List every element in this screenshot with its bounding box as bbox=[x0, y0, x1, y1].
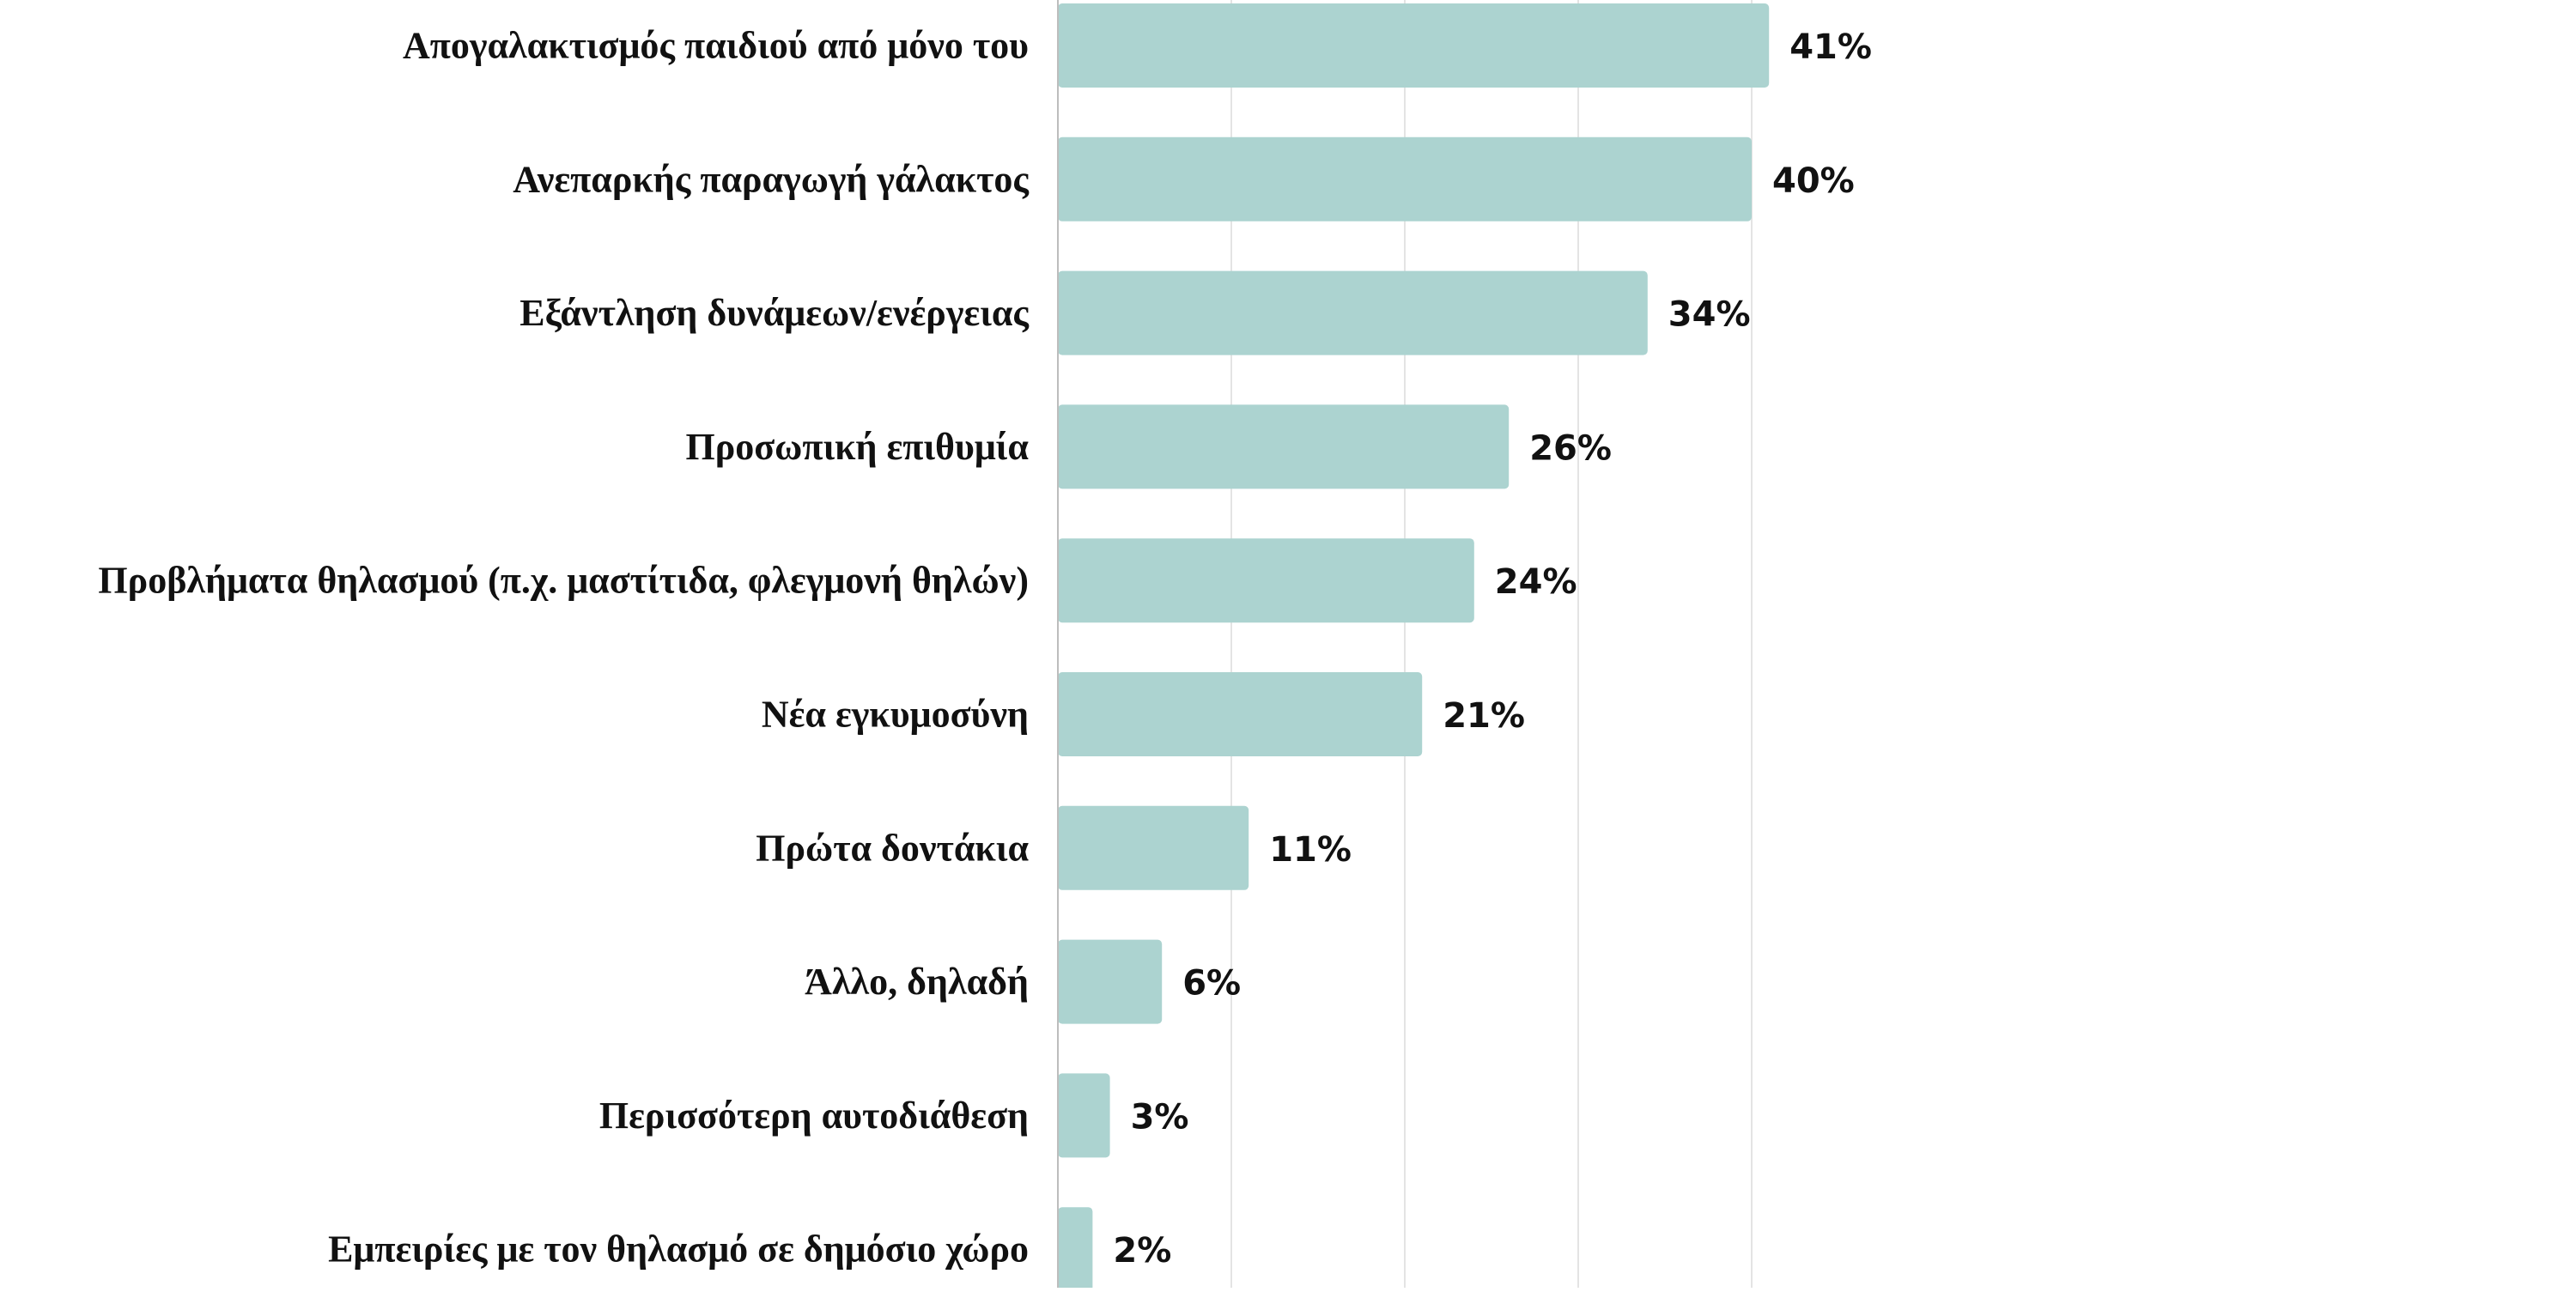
category-label: Πρώτα δοντάκια bbox=[756, 827, 1029, 869]
value-label: 2% bbox=[1113, 1231, 1171, 1271]
category-label: Απογαλακτισμός παιδιού από μόνο του bbox=[403, 25, 1029, 67]
bar bbox=[1058, 538, 1474, 623]
bar bbox=[1058, 136, 1752, 221]
category-label: Νέα εγκυμοσύνη bbox=[762, 694, 1029, 736]
bar bbox=[1058, 270, 1648, 355]
bar bbox=[1058, 939, 1163, 1024]
bar bbox=[1058, 3, 1770, 88]
bar bbox=[1058, 1073, 1110, 1158]
value-label: 3% bbox=[1131, 1097, 1189, 1137]
category-labels-layer: Απογαλακτισμός παιδιού από μόνο του Ανεπα… bbox=[98, 25, 1030, 1271]
value-label: 24% bbox=[1495, 562, 1577, 602]
value-labels-layer: 41% 40% 34% 26% 24% 21% 11% 6% 3% 2% bbox=[1113, 27, 1872, 1271]
value-label: 40% bbox=[1772, 161, 1855, 201]
category-label: Εξάντληση δυνάμεων/ενέργειας bbox=[519, 292, 1030, 334]
value-label: 26% bbox=[1529, 428, 1612, 468]
value-label: 11% bbox=[1269, 830, 1352, 870]
value-label: 41% bbox=[1789, 27, 1872, 67]
category-label: Εμπειρίες με τον θηλασμό σε δημόσιο χώρο bbox=[328, 1228, 1029, 1271]
category-label: Προβλήματα θηλασμού (π.χ. μαστίτιδα, φλε… bbox=[98, 560, 1029, 602]
value-label: 21% bbox=[1443, 696, 1525, 736]
category-label: Ανεπαρκής παραγωγή γάλακτος bbox=[513, 158, 1030, 200]
category-label: Προσωπική επιθυμία bbox=[685, 426, 1029, 468]
bar bbox=[1058, 805, 1249, 890]
bar bbox=[1058, 404, 1510, 489]
category-label: Περισσότερη αυτοδιάθεση bbox=[599, 1095, 1029, 1137]
bar bbox=[1058, 672, 1423, 756]
value-label: 34% bbox=[1668, 295, 1751, 335]
value-label: 6% bbox=[1182, 964, 1241, 1004]
bar bbox=[1058, 1207, 1093, 1292]
category-label: Άλλο, δηλαδή bbox=[805, 961, 1029, 1003]
bars-layer bbox=[1058, 3, 1770, 1292]
